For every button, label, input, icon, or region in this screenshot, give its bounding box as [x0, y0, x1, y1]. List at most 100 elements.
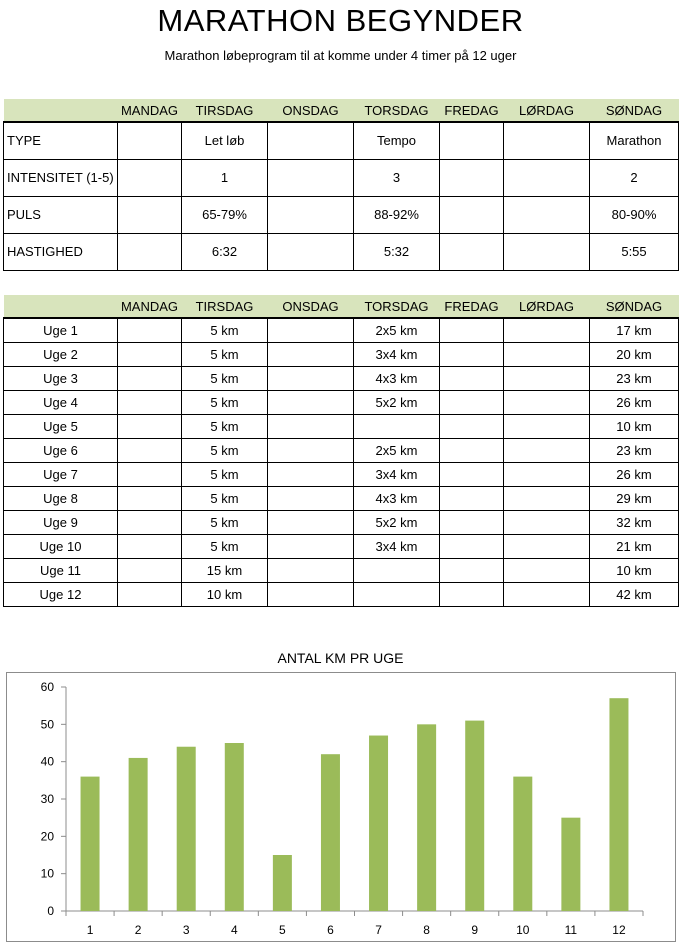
table-cell — [503, 533, 590, 559]
table-cell — [267, 557, 354, 583]
table-cell — [117, 341, 182, 367]
table-cell: 42 km — [589, 581, 679, 607]
table-row: HASTIGHED 6:32 5:32 5:55 — [3, 232, 679, 271]
table-cell — [503, 413, 590, 439]
table-cell — [117, 121, 182, 160]
table-cell — [503, 389, 590, 415]
table-cell: Marathon — [589, 121, 679, 160]
table-cell: Let løb — [181, 121, 268, 160]
table-row: Uge 1 5 km 2x5 km 17 km — [3, 317, 679, 343]
row-label-cell: PULS — [3, 195, 118, 234]
table-cell — [267, 581, 354, 607]
table-cell — [353, 413, 440, 439]
header-day: TIRSDAG — [181, 295, 268, 319]
table-row: INTENSITET (1-5) 1 3 2 — [3, 158, 679, 197]
table-cell — [117, 509, 182, 535]
table-row: Uge 12 10 km 42 km — [3, 581, 679, 607]
table-cell — [117, 158, 182, 197]
table-cell: 3x4 km — [353, 533, 440, 559]
bar-week-11 — [561, 817, 581, 911]
table-cell — [503, 557, 590, 583]
table-row: Uge 3 5 km 4x3 km 23 km — [3, 365, 679, 391]
table-cell: 10 km — [181, 581, 268, 607]
table-cell: 26 km — [589, 389, 679, 415]
table-cell — [439, 158, 504, 197]
header-corner-cell — [3, 99, 118, 123]
table-row: Uge 8 5 km 4x3 km 29 km — [3, 485, 679, 511]
table-cell — [267, 485, 354, 511]
table-cell — [503, 158, 590, 197]
table-cell — [439, 461, 504, 487]
table-row: TYPE Let løb Tempo Marathon — [3, 121, 679, 160]
table-cell — [439, 557, 504, 583]
header-day: TORSDAG — [353, 295, 440, 319]
table-cell: 2 — [589, 158, 679, 197]
y-tick-label: 60 — [41, 680, 55, 694]
table-cell — [267, 533, 354, 559]
table-cell: 80-90% — [589, 195, 679, 234]
table-cell: 5 km — [181, 413, 268, 439]
table-cell — [267, 365, 354, 391]
table-cell: 10 km — [589, 413, 679, 439]
table-cell: 20 km — [589, 341, 679, 367]
table-cell — [117, 389, 182, 415]
y-tick-label: 40 — [41, 755, 55, 769]
table-cell — [503, 461, 590, 487]
table-cell: 88-92% — [353, 195, 440, 234]
x-tick-label: 12 — [612, 923, 626, 937]
y-tick-label: 0 — [47, 904, 54, 918]
row-label-cell: Uge 9 — [3, 509, 118, 535]
table-cell: 5 km — [181, 485, 268, 511]
header-day: SØNDAG — [589, 295, 679, 319]
table-cell — [439, 389, 504, 415]
header-day: ONSDAG — [267, 295, 354, 319]
bar-week-1 — [80, 776, 100, 911]
x-tick-label: 5 — [279, 923, 286, 937]
table-cell — [117, 317, 182, 343]
row-label-cell: Uge 7 — [3, 461, 118, 487]
table-row: Uge 10 5 km 3x4 km 21 km — [3, 533, 679, 559]
header-day: SØNDAG — [589, 99, 679, 123]
y-tick-label: 50 — [41, 717, 55, 731]
table-cell — [267, 317, 354, 343]
table-cell — [267, 195, 354, 234]
table-cell: 23 km — [589, 365, 679, 391]
bar-week-2 — [128, 757, 148, 911]
table-cell — [117, 461, 182, 487]
table-header-row: MANDAG TIRSDAG ONSDAG TORSDAG FREDAG LØR… — [3, 295, 679, 319]
header-day: FREDAG — [439, 99, 504, 123]
table-cell: 15 km — [181, 557, 268, 583]
table-cell — [503, 121, 590, 160]
table-cell: 5x2 km — [353, 389, 440, 415]
table-cell: 5 km — [181, 389, 268, 415]
table-cell: 3x4 km — [353, 461, 440, 487]
table-cell — [503, 437, 590, 463]
chart-frame: 0 10 20 30 40 50 60 1 2 3 4 5 6 7 8 9 10 11 12 — [6, 672, 676, 942]
table-cell — [439, 413, 504, 439]
table-row: Uge 2 5 km 3x4 km 20 km — [3, 341, 679, 367]
table-cell: 10 km — [589, 557, 679, 583]
page-subtitle: Marathon løbeprogram til at komme under … — [164, 48, 517, 63]
bar-week-10 — [513, 776, 533, 911]
table-cell — [267, 158, 354, 197]
table-cell — [117, 365, 182, 391]
row-label-cell: Uge 6 — [3, 437, 118, 463]
table-cell: 21 km — [589, 533, 679, 559]
table-cell: 5 km — [181, 341, 268, 367]
table-cell — [267, 509, 354, 535]
x-tick-label: 6 — [327, 923, 334, 937]
chart-title: ANTAL KM PR UGE — [277, 650, 404, 666]
table-cell — [117, 533, 182, 559]
table-cell — [503, 365, 590, 391]
weekly-schedule-table: MANDAG TIRSDAG ONSDAG TORSDAG FREDAG LØR… — [3, 295, 679, 607]
table-cell: 4x3 km — [353, 485, 440, 511]
table-row: Uge 5 5 km 10 km — [3, 413, 679, 439]
x-tick-label: 2 — [135, 923, 142, 937]
table-cell — [117, 195, 182, 234]
table-cell — [439, 232, 504, 271]
table-cell — [267, 232, 354, 271]
table-cell: 32 km — [589, 509, 679, 535]
x-tick-label: 9 — [471, 923, 478, 937]
table-cell: 65-79% — [181, 195, 268, 234]
